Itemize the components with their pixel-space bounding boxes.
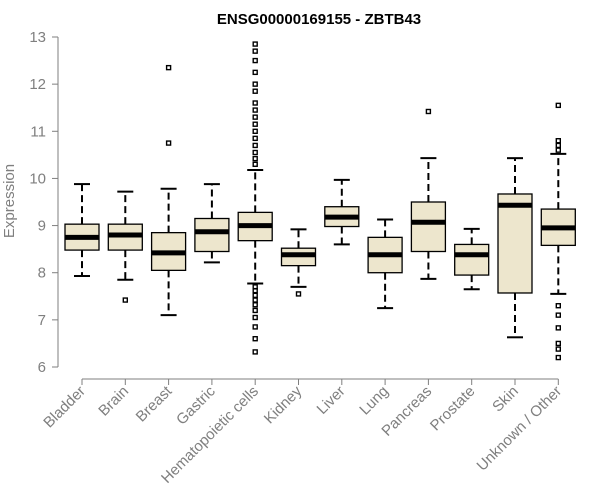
outlier-point <box>555 312 561 318</box>
box-group <box>367 218 403 310</box>
box-group <box>107 190 143 303</box>
outlier-point <box>252 302 258 308</box>
x-tick-label: Lung <box>356 383 392 419</box>
box <box>497 193 533 294</box>
outlier-point <box>252 100 258 106</box>
x-tick-label: Liver <box>314 383 349 418</box>
y-tick-label: 13 <box>29 29 46 46</box>
outlier-point <box>555 142 561 149</box>
box-group <box>64 183 100 278</box>
outlier-point <box>252 336 258 342</box>
y-tick-label: 8 <box>38 265 46 282</box>
outlier-point <box>252 88 258 94</box>
outlier-point <box>252 307 258 314</box>
outlier-point <box>252 284 258 290</box>
outlier-point <box>252 161 258 167</box>
x-tick-label: Breast <box>133 382 176 425</box>
outlier-point <box>425 108 432 115</box>
box <box>410 201 447 253</box>
outlier-point <box>252 114 258 120</box>
outlier-point <box>555 325 561 331</box>
box <box>194 217 230 253</box>
x-tick-label: Skin <box>489 383 522 416</box>
outlier-point <box>555 354 561 361</box>
outlier-point <box>295 291 302 297</box>
outlier-point <box>165 140 172 146</box>
box-group <box>324 178 360 246</box>
x-tick-label: Kidney <box>261 382 306 427</box>
outlier-point <box>555 303 561 309</box>
y-tick-label: 7 <box>38 312 46 329</box>
outlier-point <box>252 292 258 299</box>
outlier-point <box>252 69 258 76</box>
box <box>454 243 490 276</box>
box-group <box>150 64 187 317</box>
x-tick-label: Bladder <box>40 383 89 432</box>
outlier-point <box>252 324 258 330</box>
box-group <box>454 227 490 291</box>
y-tick-label: 11 <box>30 123 46 140</box>
box-series <box>64 41 576 361</box>
box-group <box>497 157 533 339</box>
y-axis-label: Expression <box>1 164 18 238</box>
outlier-point <box>252 128 258 134</box>
y-tick-label: 9 <box>38 218 46 235</box>
outlier-point <box>555 147 561 153</box>
box-group <box>540 102 576 361</box>
outlier-point <box>252 57 258 64</box>
outlier-point <box>555 138 561 144</box>
x-tick-label: Brain <box>95 383 132 420</box>
box-group <box>410 108 447 280</box>
x-tick-label: Prostate <box>427 383 479 435</box>
y-tick-label: 6 <box>38 359 46 376</box>
outlier-point <box>252 135 258 142</box>
y-tick-label: 10 <box>29 170 46 187</box>
outlier-point <box>252 121 258 127</box>
outlier-point <box>252 349 258 355</box>
outlier-point <box>122 297 129 303</box>
outlier-point <box>252 297 258 303</box>
box-group <box>194 183 230 264</box>
outlier-point <box>252 149 258 156</box>
outlier-point <box>252 81 258 87</box>
box-group <box>237 41 273 355</box>
outlier-point <box>252 314 258 321</box>
outlier-point <box>252 41 258 47</box>
outlier-point <box>555 340 561 347</box>
chart-title: ENSG00000169155 - ZBTB43 <box>217 11 421 28</box>
outlier-point <box>252 155 258 162</box>
box-group <box>280 228 317 297</box>
outlier-point <box>252 48 258 54</box>
y-tick-label: 12 <box>29 76 46 93</box>
outlier-point <box>555 102 561 109</box>
outlier-point <box>252 107 258 113</box>
outlier-point <box>165 64 172 71</box>
outlier-point <box>555 346 561 352</box>
outlier-point <box>252 142 258 149</box>
